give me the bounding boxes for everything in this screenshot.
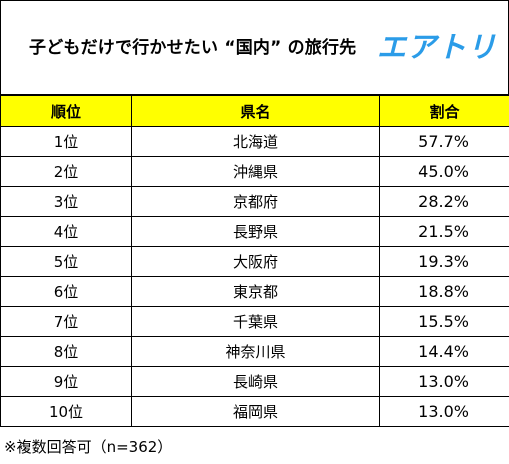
column-header-rank: 順位 — [0, 95, 132, 127]
prefecture-cell: 長崎県 — [131, 366, 380, 397]
rank-cell: 7位 — [0, 306, 132, 337]
table-row: 8位 神奈川県 14.4% — [0, 336, 509, 367]
column-header-prefecture: 県名 — [131, 95, 380, 127]
brand-logo: エアトリ — [377, 30, 498, 64]
rank-cell: 6位 — [0, 276, 132, 307]
table-row: 10位 福岡県 13.0% — [0, 396, 509, 427]
share-cell: 18.8% — [379, 276, 509, 307]
title-header: 子どもだけで行かせたい “国内” の旅行先 エアトリ — [0, 0, 509, 95]
rank-cell: 5位 — [0, 246, 132, 277]
share-cell: 57.7% — [379, 126, 509, 157]
share-cell: 28.2% — [379, 186, 509, 217]
share-cell: 13.0% — [379, 396, 509, 427]
share-cell: 45.0% — [379, 156, 509, 187]
prefecture-cell: 千葉県 — [131, 306, 380, 337]
rank-cell: 4位 — [0, 216, 132, 247]
prefecture-cell: 神奈川県 — [131, 336, 380, 367]
prefecture-cell: 福岡県 — [131, 396, 380, 427]
prefecture-cell: 北海道 — [131, 126, 380, 157]
rank-cell: 9位 — [0, 366, 132, 397]
footnote: ※複数回答可（n=362） — [4, 438, 173, 456]
prefecture-cell: 沖縄県 — [131, 156, 380, 187]
share-cell: 13.0% — [379, 366, 509, 397]
rank-cell: 10位 — [0, 396, 132, 427]
table-row: 1位 北海道 57.7% — [0, 126, 509, 157]
table-row: 5位 大阪府 19.3% — [0, 246, 509, 277]
ranking-table: 順位 県名 割合 1位 北海道 57.7% 2位 沖縄県 45.0% 3位 京都… — [0, 95, 509, 427]
rank-cell: 2位 — [0, 156, 132, 187]
page-title: 子どもだけで行かせたい “国内” の旅行先 — [29, 38, 357, 58]
prefecture-cell: 長野県 — [131, 216, 380, 247]
prefecture-cell: 東京都 — [131, 276, 380, 307]
column-header-share: 割合 — [379, 95, 509, 127]
table-row: 6位 東京都 18.8% — [0, 276, 509, 307]
table-row: 7位 千葉県 15.5% — [0, 306, 509, 337]
prefecture-cell: 京都府 — [131, 186, 380, 217]
table-row: 9位 長崎県 13.0% — [0, 366, 509, 397]
table-header-row: 順位 県名 割合 — [0, 95, 509, 127]
share-cell: 19.3% — [379, 246, 509, 277]
share-cell: 21.5% — [379, 216, 509, 247]
table-row: 3位 京都府 28.2% — [0, 186, 509, 217]
rank-cell: 3位 — [0, 186, 132, 217]
rank-cell: 1位 — [0, 126, 132, 157]
table-row: 2位 沖縄県 45.0% — [0, 156, 509, 187]
share-cell: 15.5% — [379, 306, 509, 337]
prefecture-cell: 大阪府 — [131, 246, 380, 277]
table-row: 4位 長野県 21.5% — [0, 216, 509, 247]
share-cell: 14.4% — [379, 336, 509, 367]
rank-cell: 8位 — [0, 336, 132, 367]
